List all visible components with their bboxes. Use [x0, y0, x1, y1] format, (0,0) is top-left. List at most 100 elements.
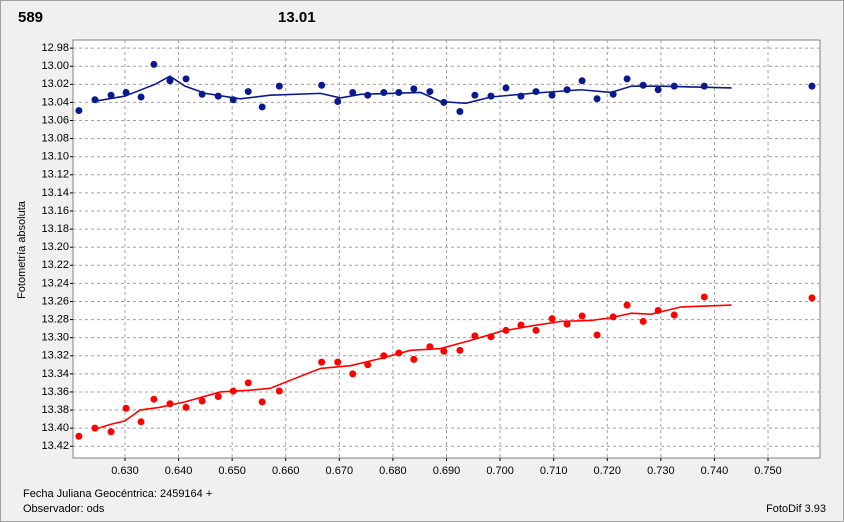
data-point	[502, 326, 510, 334]
data-point	[410, 355, 418, 363]
data-point	[623, 301, 631, 309]
data-point	[440, 98, 448, 106]
data-point	[122, 88, 130, 96]
y-tick-label: 13.22	[41, 259, 69, 271]
y-tick-label: 13.30	[41, 332, 69, 344]
y-tick-label: 13.06	[41, 114, 69, 126]
data-point	[426, 343, 434, 351]
data-point	[198, 397, 206, 405]
data-point	[198, 90, 206, 98]
y-tick-label: 13.32	[41, 350, 69, 362]
data-point	[380, 88, 388, 96]
data-point	[258, 398, 266, 406]
y-tick-label: 13.20	[41, 241, 69, 253]
x-tick-label: 0.650	[218, 465, 246, 477]
data-point	[654, 307, 662, 315]
data-point	[150, 60, 158, 68]
y-tick-label: 13.08	[41, 133, 69, 145]
data-point	[670, 311, 678, 319]
data-point	[166, 77, 174, 85]
y-tick-label: 13.16	[41, 205, 69, 217]
x-tick-label: 0.670	[326, 465, 354, 477]
x-tick-label: 0.700	[486, 465, 514, 477]
y-tick-label: 13.04	[41, 96, 69, 108]
data-point	[563, 320, 571, 328]
x-tick-label: 0.690	[433, 465, 461, 477]
data-point	[182, 403, 190, 411]
data-point	[808, 82, 816, 90]
data-point	[471, 332, 479, 340]
data-point	[122, 404, 130, 412]
y-tick-label: 13.02	[41, 78, 69, 90]
data-point	[532, 326, 540, 334]
data-point	[654, 86, 662, 94]
x-axis-label: Fecha Juliana Geocéntrica: 2459164 +	[23, 488, 212, 500]
data-point	[609, 90, 617, 98]
data-point	[75, 432, 83, 440]
data-point	[578, 77, 586, 85]
data-point	[593, 95, 601, 103]
trend-line	[92, 75, 732, 105]
x-tick-label: 0.750	[754, 465, 782, 477]
data-point	[349, 370, 357, 378]
y-tick-label: 13.10	[41, 151, 69, 163]
y-tick-label: 13.18	[41, 223, 69, 235]
data-point	[517, 92, 525, 100]
data-point	[137, 93, 145, 101]
data-point	[275, 82, 283, 90]
data-point	[244, 88, 252, 96]
data-point	[150, 395, 158, 403]
data-point	[639, 317, 647, 325]
y-tick-label: 13.28	[41, 313, 69, 325]
data-point	[502, 84, 510, 92]
x-tick-label: 0.640	[165, 465, 193, 477]
x-tick-label: 0.660	[272, 465, 300, 477]
data-point	[808, 294, 816, 302]
header-label: 13.01	[278, 9, 316, 26]
x-tick-label: 0.730	[647, 465, 675, 477]
data-point	[229, 387, 237, 395]
data-point	[700, 293, 708, 301]
data-point	[258, 103, 266, 111]
y-tick-label: 13.36	[41, 386, 69, 398]
data-point	[91, 424, 99, 432]
x-tick-label: 0.740	[701, 465, 729, 477]
data-point	[548, 315, 556, 323]
data-point	[229, 96, 237, 104]
data-point	[487, 333, 495, 341]
y-tick-label: 13.38	[41, 404, 69, 416]
data-point	[364, 361, 372, 369]
data-point	[137, 418, 145, 426]
data-point	[670, 82, 678, 90]
y-tick-label: 13.34	[41, 368, 69, 380]
data-point	[75, 107, 83, 115]
data-point	[548, 91, 556, 99]
software: FotoDif 3.93	[766, 503, 826, 515]
data-point	[639, 81, 647, 89]
data-point	[214, 92, 222, 100]
header-label: 589	[18, 9, 43, 26]
x-tick-label: 0.710	[540, 465, 568, 477]
y-tick-label: 13.00	[41, 60, 69, 72]
x-tick-label: 0.630	[111, 465, 139, 477]
data-point	[364, 91, 372, 99]
data-point	[349, 88, 357, 96]
data-point	[609, 313, 617, 321]
x-tick-label: 0.680	[379, 465, 407, 477]
data-point	[456, 346, 464, 354]
observer: Observador: ods	[23, 503, 105, 515]
y-tick-label: 13.26	[41, 295, 69, 307]
data-point	[410, 85, 418, 93]
data-point	[471, 91, 479, 99]
data-point	[214, 392, 222, 400]
data-point	[440, 347, 448, 355]
data-point	[107, 91, 115, 99]
data-point	[623, 75, 631, 83]
x-tick-label: 0.720	[593, 465, 621, 477]
y-tick-label: 13.42	[41, 440, 69, 452]
data-point	[426, 88, 434, 96]
data-point	[244, 379, 252, 387]
y-tick-label: 13.12	[41, 169, 69, 181]
data-point	[318, 81, 326, 89]
